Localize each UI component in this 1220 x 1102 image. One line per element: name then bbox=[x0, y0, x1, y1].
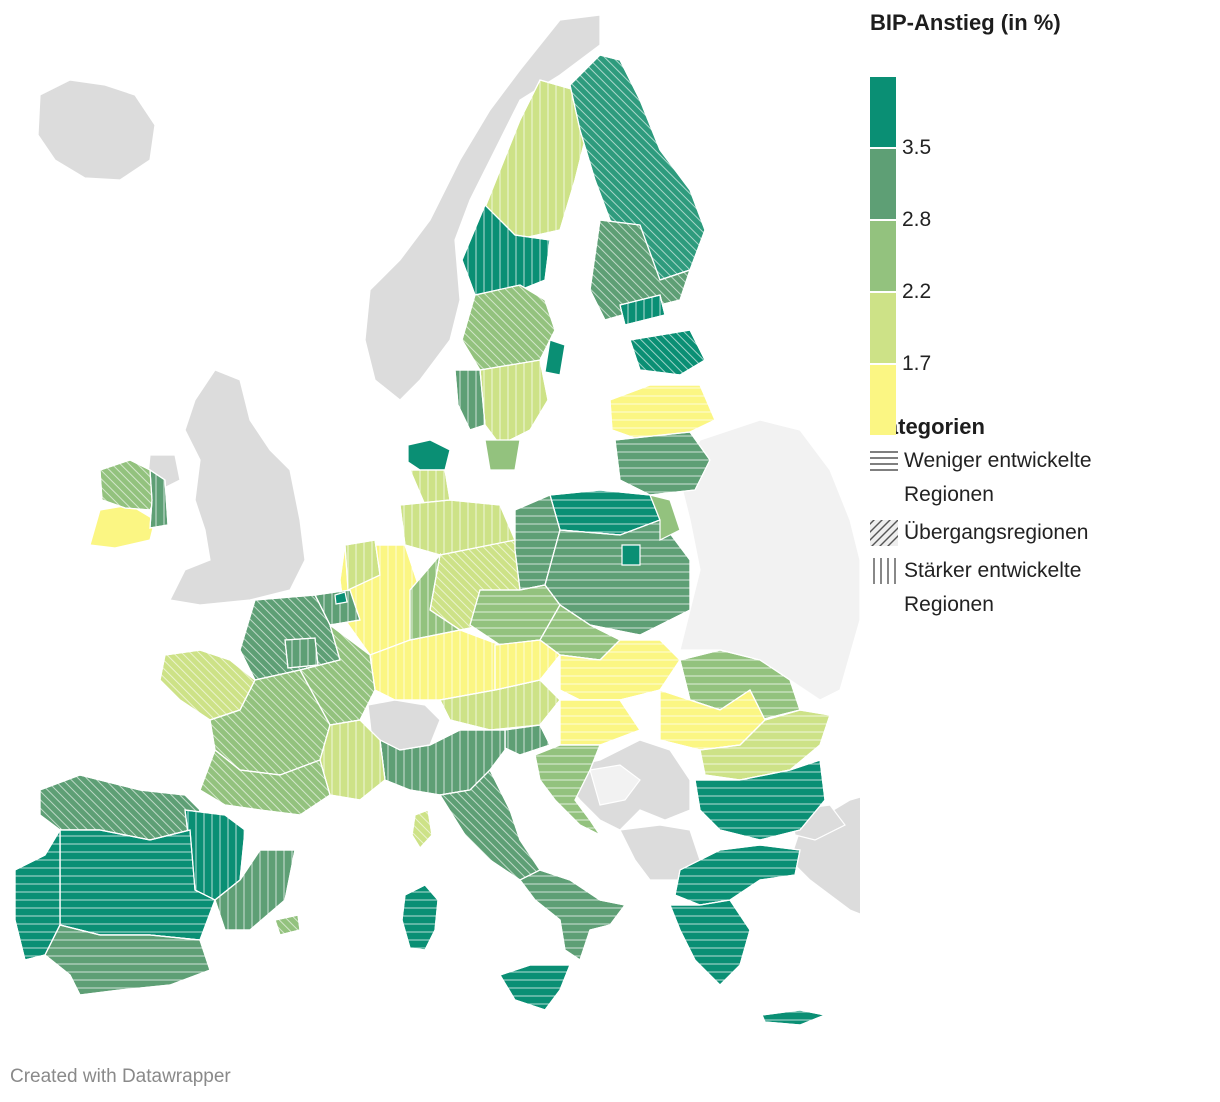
non-eu-light-countries bbox=[589, 419, 860, 806]
region-serbia-light bbox=[589, 764, 641, 806]
category-more-developed: Stärker entwickelte Regionen bbox=[870, 554, 1210, 622]
horizontal-hatch-icon bbox=[870, 451, 898, 471]
map-legend: BIP-Anstieg (in %) 3.5 2.8 2.2 1.7 Kateg… bbox=[870, 10, 1210, 622]
scale-tick-4: 1.7 bbox=[902, 352, 932, 375]
scale-swatch-5 bbox=[870, 365, 896, 435]
category-label: Stärker entwickelte Regionen bbox=[904, 559, 1082, 616]
scale-swatch-1 bbox=[870, 77, 896, 147]
vertical-hatch-icon bbox=[873, 558, 896, 584]
category-transition: Übergangsregionen bbox=[870, 516, 1210, 550]
scale-swatch-4 bbox=[870, 293, 896, 363]
diagonal-hatch-icon bbox=[870, 520, 898, 546]
scale-tick-3: 2.2 bbox=[902, 280, 932, 303]
category-label: Übergangsregionen bbox=[904, 521, 1089, 544]
category-label: Weniger entwickelte Regionen bbox=[904, 449, 1092, 506]
scale-tick-1: 3.5 bbox=[902, 136, 932, 159]
region-denmark-north bbox=[407, 439, 451, 471]
region-ireland-south bbox=[89, 504, 156, 549]
scale-tick-2: 2.8 bbox=[902, 208, 932, 231]
legend-title: BIP-Anstieg (in %) bbox=[870, 10, 1061, 35]
credit-text: Created with Datawrapper bbox=[10, 1066, 231, 1087]
non-eu-countries bbox=[37, 14, 860, 915]
region-poland-east bbox=[649, 494, 681, 541]
categories-title: Kategorien bbox=[870, 414, 985, 439]
region-sweden-stockholm bbox=[544, 339, 566, 376]
region-brussels bbox=[334, 591, 348, 605]
scale-swatch-2 bbox=[870, 149, 896, 219]
region-belarus-ukraine bbox=[679, 419, 860, 701]
region-uk bbox=[169, 369, 306, 606]
color-scale: 3.5 2.8 2.2 1.7 bbox=[870, 42, 1210, 435]
region-iceland bbox=[37, 79, 156, 181]
region-poland-warsaw bbox=[621, 544, 641, 566]
eu-regions bbox=[14, 54, 831, 1026]
scale-swatch-3 bbox=[870, 221, 896, 291]
category-less-developed: Weniger entwickelte Regionen bbox=[870, 444, 1210, 512]
europe-map bbox=[14, 14, 860, 1026]
region-sweden-skane bbox=[484, 439, 521, 471]
